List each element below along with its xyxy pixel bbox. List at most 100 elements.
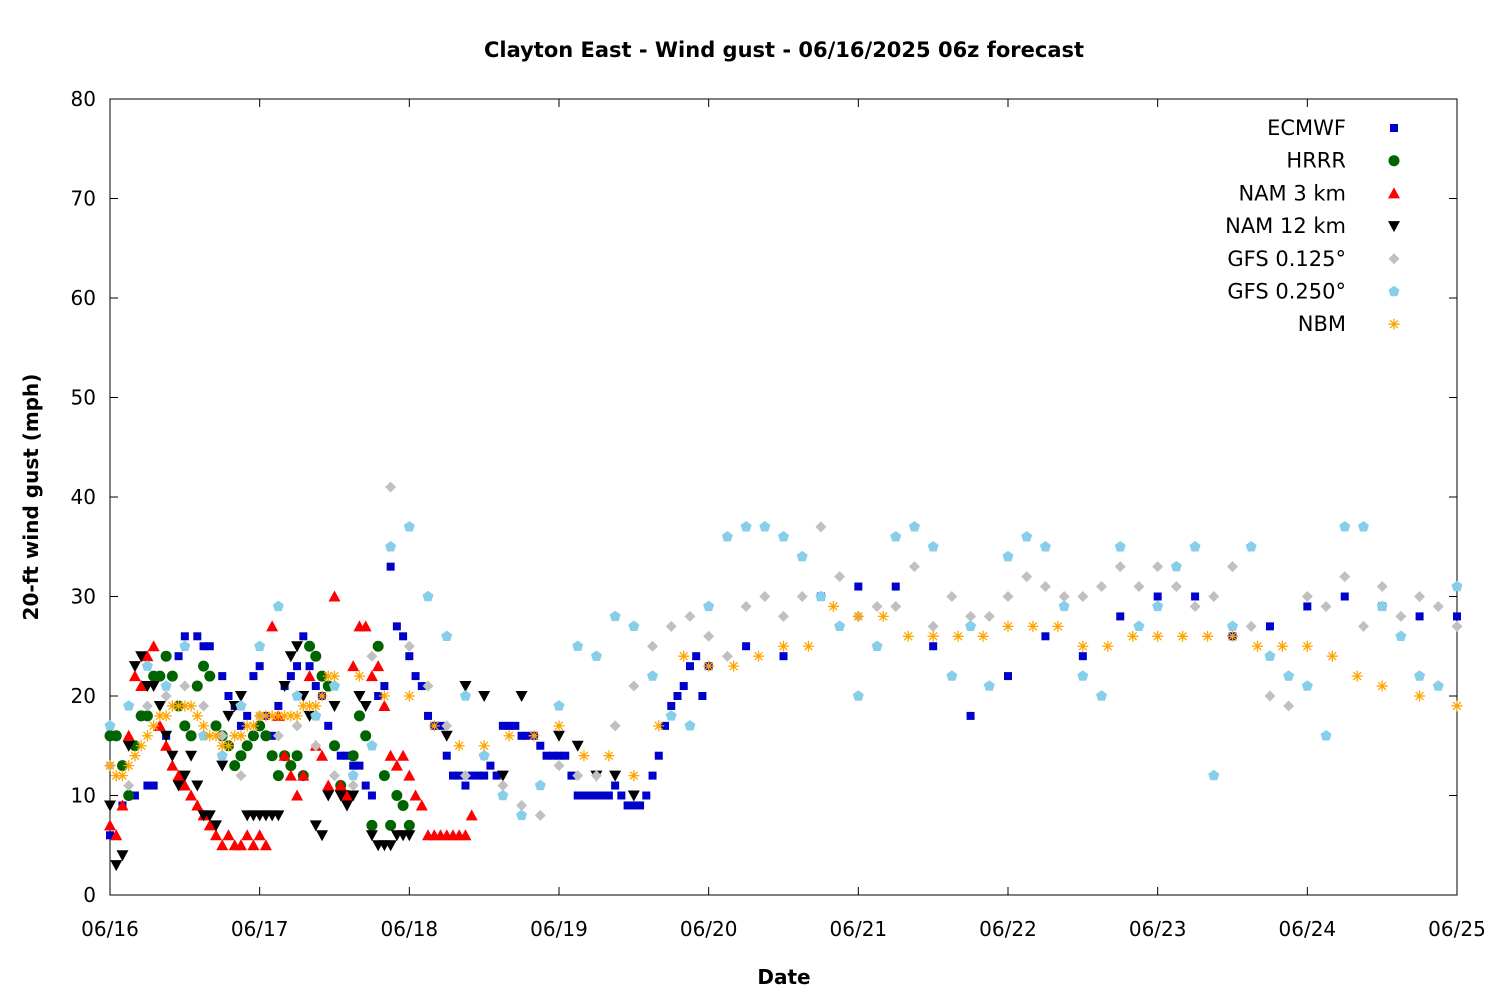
data-point-gfs-0-125: [310, 740, 322, 752]
data-point-hrrr: [241, 740, 253, 752]
data-point-nam-12-km: [609, 770, 622, 782]
data-point-gfs-0-250: [235, 700, 247, 711]
data-point-ecmwf: [1078, 652, 1087, 661]
data-point-gfs-0-125: [198, 700, 210, 712]
data-point-nbm: [279, 710, 291, 722]
data-point-hrrr: [397, 799, 409, 811]
x-tick-label: 06/19: [530, 917, 588, 941]
data-point-gfs-0-250: [1339, 521, 1351, 532]
data-point-gfs-0-125: [834, 571, 846, 583]
data-point-ecmwf: [193, 632, 202, 641]
data-point-ecmwf: [661, 721, 670, 730]
data-point-nam-12-km: [403, 830, 416, 842]
data-point-gfs-0-125: [1432, 600, 1444, 612]
data-point-nam-3-km: [110, 829, 123, 841]
data-point-gfs-0-125: [1114, 561, 1126, 573]
data-point-nam-3-km: [415, 799, 428, 811]
data-point-hrrr: [229, 760, 241, 772]
data-point-ecmwf: [679, 682, 688, 691]
y-tick-label: 0: [83, 883, 96, 907]
data-point-gfs-0-250: [665, 710, 677, 721]
x-tick-label: 06/24: [1279, 917, 1337, 941]
data-point-gfs-0-125: [441, 720, 453, 732]
data-point-gfs-0-250: [385, 540, 397, 552]
data-point-nbm: [210, 730, 222, 742]
data-point-nam-3-km: [153, 719, 166, 731]
data-point-gfs-0-250: [834, 620, 846, 632]
data-point-nbm: [241, 720, 253, 732]
data-point-gfs-0-125: [123, 780, 135, 792]
data-point-nbm: [1177, 630, 1189, 642]
y-tick-label: 20: [71, 684, 96, 708]
data-point-ecmwf: [424, 711, 433, 720]
data-point-gfs-0-250: [366, 739, 378, 751]
x-tick-label: 06/23: [1129, 917, 1187, 941]
data-point-ecmwf: [511, 721, 520, 730]
data-point-ecmwf: [274, 701, 283, 710]
data-point-gfs-0-250: [534, 779, 546, 791]
data-point-gfs-0-125: [1133, 581, 1145, 593]
x-tick-label: 06/18: [381, 917, 439, 941]
data-point-nbm: [272, 710, 284, 722]
data-point-nbm: [603, 750, 615, 762]
data-point-nam-12-km: [359, 700, 372, 712]
data-point-hrrr: [179, 720, 191, 732]
data-point-nam-3-km: [459, 829, 472, 841]
data-point-gfs-0-250: [796, 550, 808, 562]
data-point-nam-12-km: [478, 691, 491, 702]
data-point-ecmwf: [548, 751, 557, 760]
data-point-ecmwf: [367, 791, 376, 800]
data-point-ecmwf: [236, 721, 245, 730]
data-point-gfs-0-250: [815, 590, 827, 602]
data-point-hrrr: [378, 770, 390, 782]
data-point-gfs-0-250: [647, 670, 659, 681]
data-point-nbm: [235, 730, 247, 742]
data-point-gfs-0-125: [965, 610, 977, 622]
data-point-gfs-0-250: [478, 749, 490, 761]
data-point-gfs-0-125: [1208, 591, 1220, 602]
data-point-hrrr: [304, 640, 316, 652]
legend-label-gfs-0-125: GFS 0.125°: [1227, 247, 1346, 271]
data-point-nam-12-km: [203, 810, 216, 822]
data-point-gfs-0-125: [1058, 591, 1070, 602]
data-point-nbm: [179, 700, 191, 712]
data-point-gfs-0-125: [291, 720, 303, 732]
data-point-ecmwf: [399, 632, 408, 641]
data-point-ecmwf: [623, 801, 632, 810]
data-point-nbm: [1127, 630, 1139, 642]
data-point-ecmwf: [929, 642, 938, 651]
data-point-nbm: [329, 670, 340, 682]
data-point-ecmwf: [349, 761, 358, 770]
data-point-nam-3-km: [185, 789, 198, 801]
data-point-ecmwf: [1041, 632, 1050, 641]
data-point-gfs-0-250: [1002, 550, 1014, 562]
data-point-nam-12-km: [284, 651, 297, 663]
data-point-gfs-0-125: [1152, 561, 1164, 573]
data-point-gfs-0-125: [235, 770, 247, 782]
data-point-nam-3-km: [122, 729, 135, 741]
data-point-ecmwf: [523, 731, 532, 740]
data-point-gfs-0-250: [516, 809, 528, 821]
data-point-hrrr: [260, 730, 272, 742]
data-point-gfs-0-250: [123, 700, 135, 711]
data-point-gfs-0-250: [759, 521, 771, 532]
data-point-hrrr: [291, 750, 303, 762]
data-point-ecmwf: [336, 751, 345, 760]
data-point-nam-12-km: [222, 710, 235, 722]
data-point-ecmwf: [268, 731, 277, 740]
data-point-nbm: [123, 760, 135, 772]
legend-label-hrrr: HRRR: [1286, 149, 1346, 173]
data-point-nam-3-km: [328, 590, 341, 602]
data-point-nbm: [802, 640, 814, 652]
data-point-nam-12-km: [365, 830, 378, 842]
data-point-nam-12-km: [515, 691, 528, 702]
data-point-ecmwf: [199, 642, 208, 651]
x-axis-label: Date: [757, 965, 810, 989]
data-point-gfs-0-250: [1133, 620, 1145, 632]
data-point-nam-3-km: [334, 779, 347, 791]
data-point-nbm: [1326, 650, 1338, 662]
data-point-ecmwf: [1453, 612, 1461, 621]
data-point-ecmwf: [617, 791, 626, 800]
data-point-nbm: [104, 760, 116, 772]
data-point-nbm: [116, 770, 128, 782]
